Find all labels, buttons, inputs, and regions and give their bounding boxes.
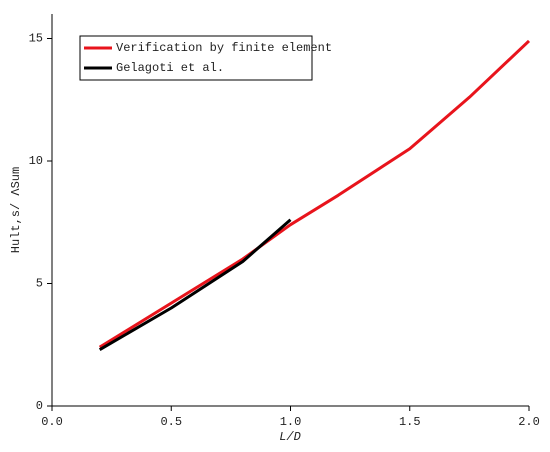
series-line [98,218,292,351]
x-tick-label: 2.0 [518,415,540,429]
x-tick-label: 1.5 [399,415,421,429]
x-axis-label: L/D [279,430,301,444]
y-axis-label: Hult,s/ ΛSum [9,167,23,253]
y-tick-label: 5 [36,277,43,291]
legend-box [79,35,313,81]
y-tick-label: 0 [36,399,43,413]
y-tick-label: 10 [29,154,43,168]
x-tick-label: 0.5 [160,415,182,429]
legend-label: Verification by finite element [116,41,332,55]
x-tick-label: 1.0 [280,415,302,429]
legend-label: Gelagoti et al. [116,61,224,75]
series-line [98,39,531,349]
x-tick-label: 0.0 [41,415,63,429]
y-tick-label: 15 [29,32,43,46]
